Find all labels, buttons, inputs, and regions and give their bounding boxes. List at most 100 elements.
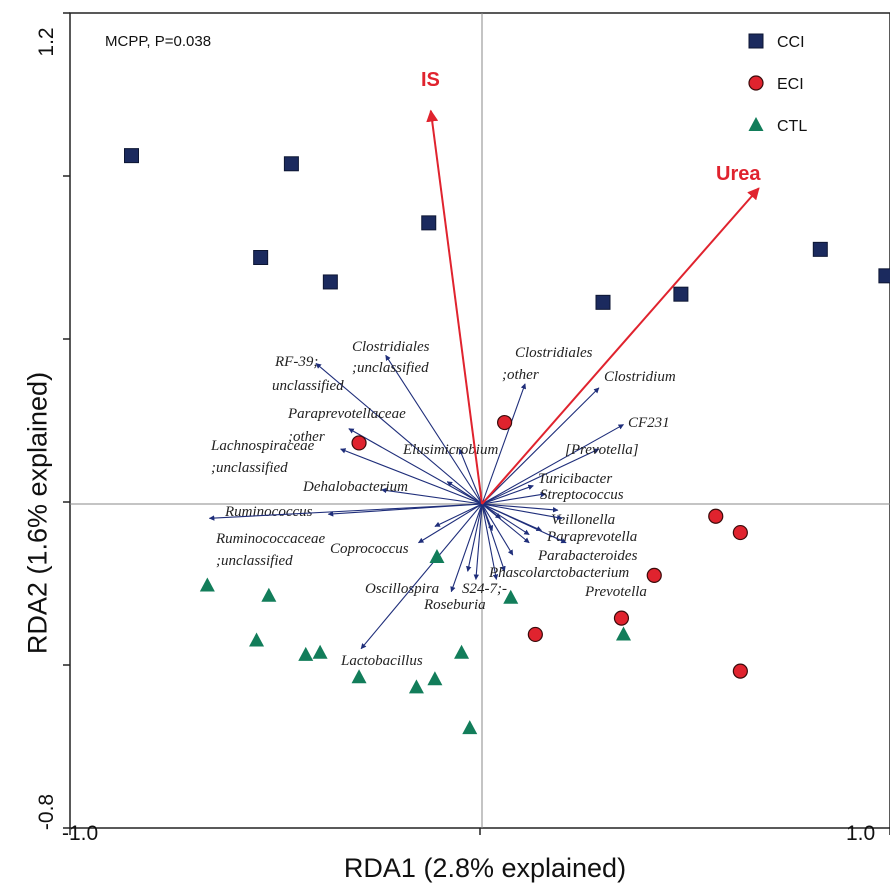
species-vector-paraprevotellaceae-other — [348, 428, 483, 505]
species-label-elusimicrobium: Elusimicrobium — [402, 442, 498, 458]
legend-marker-eci — [748, 75, 764, 91]
species-vector-cf231 — [481, 424, 624, 505]
species-vector-clostridiales-other — [481, 383, 527, 505]
species-vector-unlabeled — [481, 503, 543, 532]
species-vector-lachnospiraceae-unclassified — [340, 448, 483, 505]
species-label-turicibacter: Turicibacter — [538, 471, 612, 487]
x-tick-label-min: -1.0 — [62, 822, 99, 845]
plot-frame — [69, 12, 890, 829]
legend-label-cci: CCI — [777, 34, 805, 51]
env-label-urea: Urea — [716, 163, 761, 185]
point-cci — [878, 268, 890, 284]
legend-marker-ctl — [748, 117, 764, 131]
species-vector-prevotella — [481, 503, 530, 536]
species-label-roseburia: Roseburia — [423, 597, 486, 613]
point-ctl — [298, 646, 314, 661]
species-label-clostridiales-unclassified: Clostridiales — [352, 339, 430, 355]
species-label-lachnospiraceae-unclassified: Lachnospiraceae — [210, 438, 315, 454]
species-vector-clostridiales-unclassified — [385, 354, 483, 505]
point-ctl — [249, 632, 265, 647]
species-label-parabacteroides: Parabacteroides — [537, 548, 638, 564]
species-label-s24-7: S24-7;- — [462, 581, 507, 597]
species-label-streptococcus: Streptococcus — [540, 487, 624, 503]
species-label-lactobacillus: Lactobacillus — [340, 653, 423, 669]
species-label-clostridium: Clostridium — [604, 369, 676, 385]
point-eci — [497, 414, 513, 431]
species-label-oscillospira: Oscillospira — [365, 581, 439, 597]
point-eci — [732, 663, 748, 679]
species-label-veillonella: Veillonella — [551, 512, 615, 528]
species-label-prevotella: Prevotella — [584, 584, 647, 600]
sample-points — [124, 148, 890, 735]
species-label-phascolarctobacterium: Phascolarctobacterium — [488, 565, 629, 581]
test-annotation: MCPP, P=0.038 — [105, 33, 212, 50]
species-label-ruminococcaceae-unclassified: ;unclassified — [216, 553, 293, 569]
species-vector-roseburia — [481, 503, 499, 580]
point-cci — [595, 294, 611, 310]
species-label-clostridiales-unclassified: ;unclassified — [352, 360, 429, 376]
y-axis-title: RDA2 (1.6% explained) — [22, 371, 53, 655]
point-ctl — [503, 589, 519, 604]
species-vector-lactobacillus — [360, 503, 483, 650]
species-vector-unlabeled — [466, 503, 483, 572]
species-label-cf231: CF231 — [628, 415, 670, 431]
species-label-ruminococcaceae-unclassified: Ruminococcaceae — [215, 531, 325, 547]
env-vector-urea — [481, 187, 760, 505]
species-vector-streptococcus — [481, 491, 547, 505]
point-ctl — [427, 671, 443, 686]
species-vector-turicibacter — [481, 484, 534, 505]
species-vector-unlabeled — [481, 503, 494, 532]
legend-label-ctl: CTL — [777, 118, 807, 135]
species-label-rf-39-unclassified: RF-39; — [274, 354, 318, 370]
species-label-paraprevotella: Paraprevotella — [546, 529, 637, 545]
species-vector-clostridium — [481, 387, 600, 505]
point-ctl — [616, 626, 631, 641]
species-label-rf-39-unclassified: unclassified — [272, 378, 344, 394]
species-vector-s24-7 — [473, 503, 483, 580]
env-label-is: IS — [421, 69, 440, 91]
y-axis-ticks — [63, 12, 70, 829]
x-axis-ticks — [69, 828, 890, 835]
species-label-coprococcus: Coprococcus — [330, 541, 409, 557]
point-ctl — [429, 549, 445, 564]
point-eci — [708, 508, 724, 524]
legend-label-eci: ECI — [777, 76, 804, 93]
y-tick-label-min: -0.8 — [35, 793, 58, 831]
point-cci — [124, 148, 139, 164]
point-ctl — [312, 644, 328, 659]
point-eci — [613, 610, 630, 626]
species-label-paraprevotellaceae-other: Paraprevotellaceae — [287, 406, 406, 422]
point-eci — [351, 435, 367, 451]
x-axis-title: RDA1 (2.8% explained) — [343, 853, 627, 883]
point-ctl — [462, 720, 478, 735]
species-label-ruminococcus: Ruminococcus — [224, 504, 313, 520]
point-cci — [421, 215, 437, 231]
species-vector-prevotella — [481, 448, 600, 505]
species-vector-unlabeled — [481, 503, 501, 519]
point-ctl — [351, 669, 367, 684]
legend-marker-cci — [748, 33, 764, 49]
env-vector-is — [426, 109, 483, 505]
species-label-lachnospiraceae-unclassified: ;unclassified — [211, 460, 288, 476]
species-vector-veillonella — [481, 503, 559, 513]
point-ctl — [199, 577, 215, 592]
species-vector-ruminococcaceae-unclassified — [208, 503, 483, 521]
species-vector-rf-39-unclassified — [315, 363, 483, 505]
point-cci — [322, 274, 338, 290]
point-cci — [253, 250, 269, 265]
species-label-paraprevotellaceae-other: ;other — [288, 429, 325, 445]
species-vector-oscillospira — [450, 503, 483, 593]
species-vector-elusimicrobium — [458, 448, 483, 505]
point-cci — [812, 241, 828, 257]
point-cci — [673, 286, 689, 302]
species-vector-unlabeled — [446, 481, 483, 505]
species-label-prevotella: [Prevotella] — [565, 442, 639, 458]
species-vector-dehalobacterium — [381, 487, 483, 505]
point-ctl — [261, 587, 277, 602]
species-vector-unlabeled — [418, 503, 483, 544]
x-tick-label-max: 1.0 — [846, 822, 876, 845]
point-ctl — [408, 679, 424, 694]
point-cci — [283, 156, 299, 172]
species-vector-unlabeled — [481, 503, 514, 556]
